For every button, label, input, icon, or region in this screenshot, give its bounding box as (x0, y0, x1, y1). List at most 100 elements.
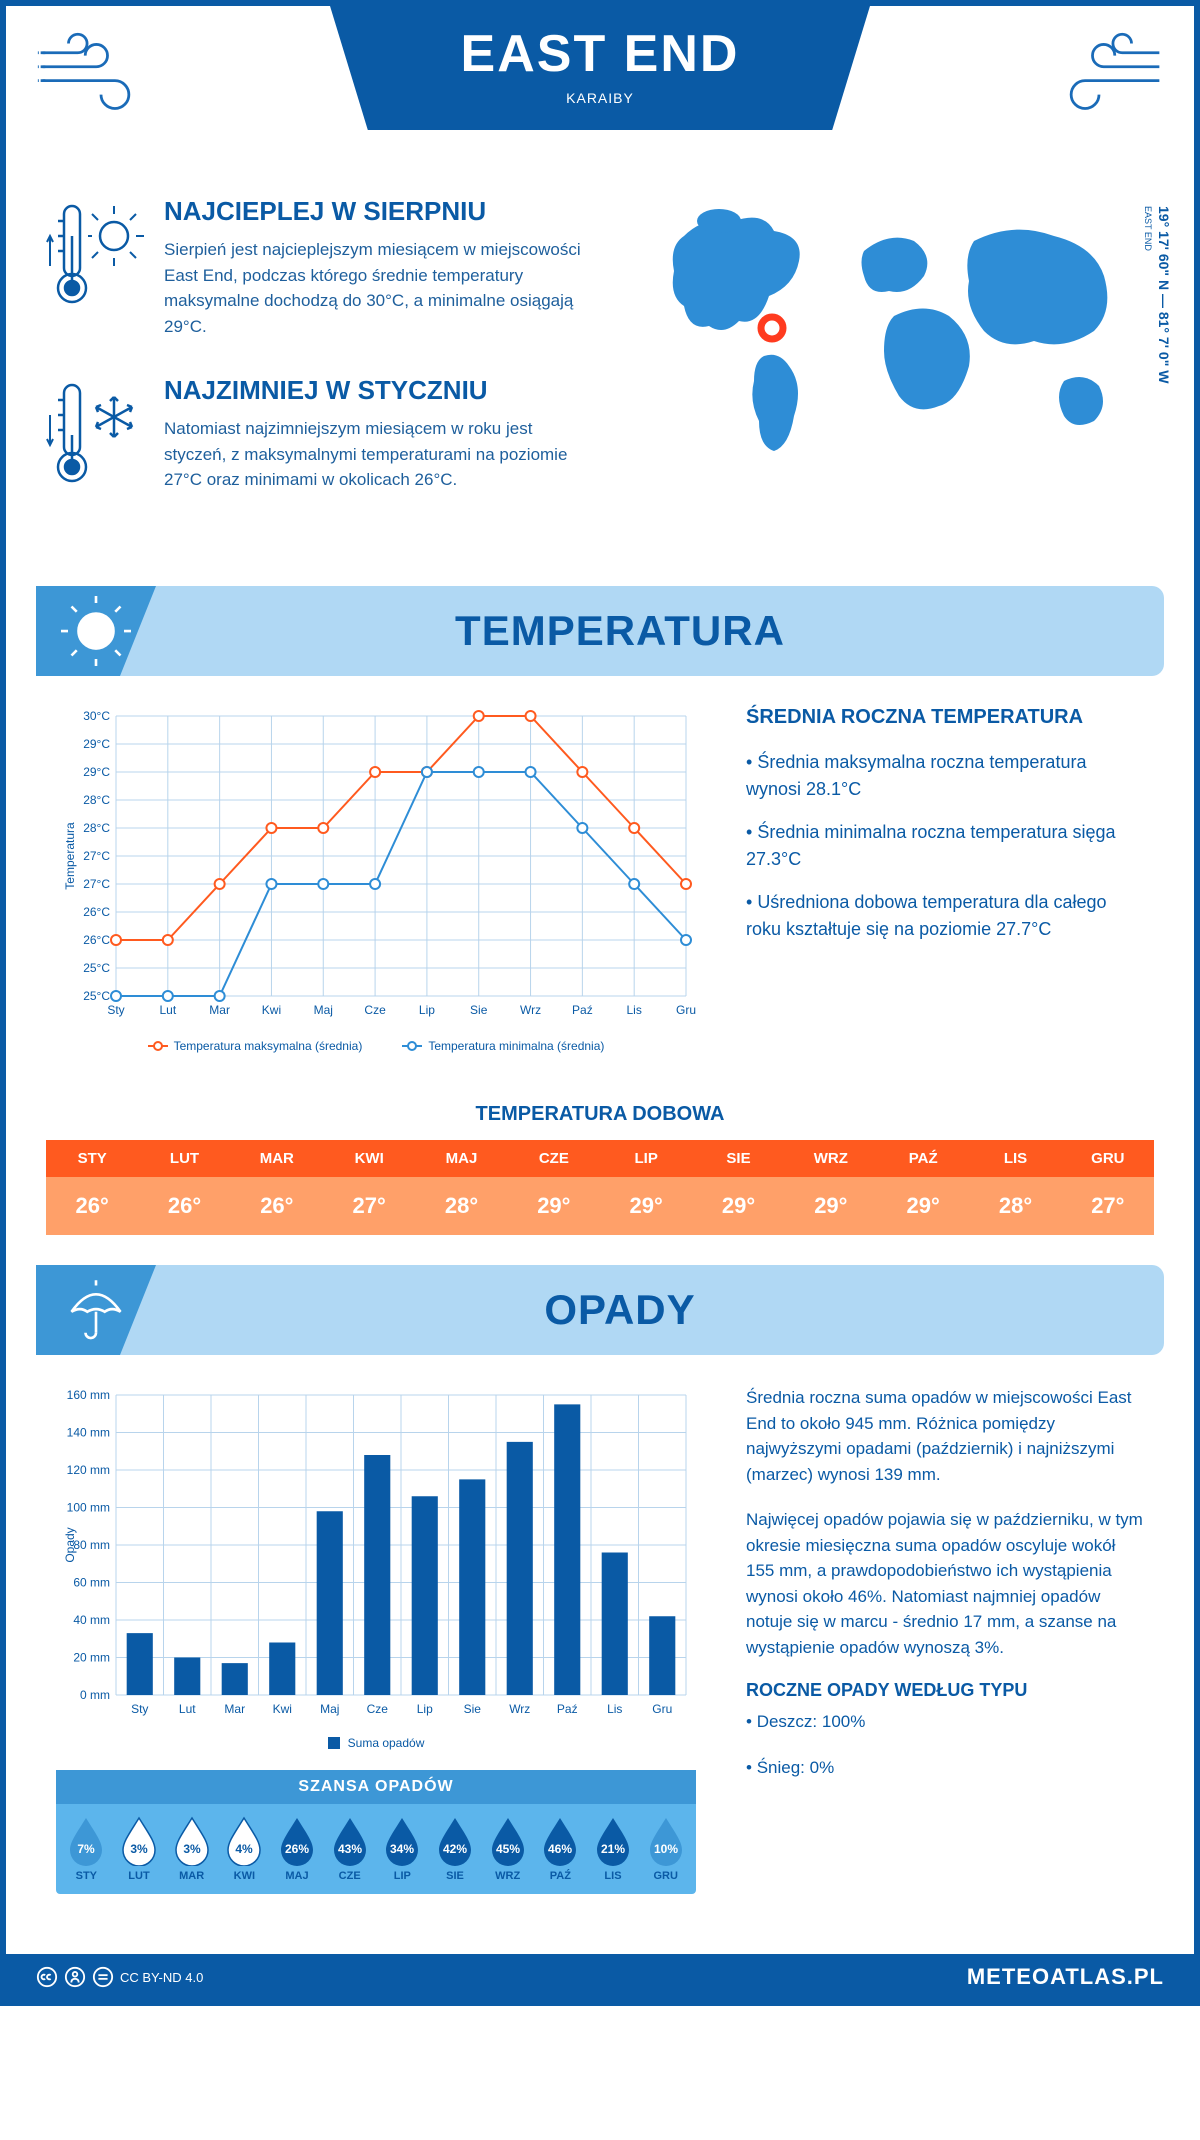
svg-text:10%: 10% (654, 1842, 678, 1856)
svg-text:Mar: Mar (209, 1003, 230, 1017)
svg-text:80 mm: 80 mm (73, 1538, 110, 1552)
rain-bar-chart: 0 mm20 mm40 mm60 mm80 mm100 mm120 mm140 … (56, 1385, 696, 1894)
umbrella-icon (36, 1265, 156, 1355)
license-text: CC BY-ND 4.0 (120, 1970, 203, 1985)
daily-month: KWI (323, 1140, 415, 1177)
chance-drop: 34% LIP (378, 1816, 427, 1882)
fact-coldest: NAJZIMNIEJ W STYCZNIU Natomiast najzimni… (46, 375, 604, 500)
svg-text:42%: 42% (443, 1842, 467, 1856)
chance-drop: 46% PAŹ (536, 1816, 585, 1882)
thermometer-snow-icon (46, 375, 146, 500)
svg-text:Lut: Lut (159, 1003, 176, 1017)
svg-text:Wrz: Wrz (520, 1003, 541, 1017)
daily-value: 26° (231, 1177, 323, 1235)
daily-value: 29° (508, 1177, 600, 1235)
svg-text:20 mm: 20 mm (73, 1651, 110, 1665)
svg-text:45%: 45% (496, 1842, 520, 1856)
chance-drop: 26% MAJ (273, 1816, 322, 1882)
daily-month: SIE (692, 1140, 784, 1177)
chance-drop: 42% SIE (431, 1816, 480, 1882)
svg-text:Lip: Lip (417, 1702, 433, 1716)
daily-value: 26° (138, 1177, 230, 1235)
svg-text:0 mm: 0 mm (80, 1688, 110, 1702)
legend-item: Temperatura minimalna (średnia) (402, 1039, 604, 1053)
rain-type-title: ROCZNE OPADY WEDŁUG TYPU (746, 1680, 1144, 1701)
daily-value: 26° (46, 1177, 138, 1235)
daily-month: LIS (969, 1140, 1061, 1177)
daily-month: STY (46, 1140, 138, 1177)
rain-text: Najwięcej opadów pojawia się w październ… (746, 1507, 1144, 1660)
svg-text:60 mm: 60 mm (73, 1576, 110, 1590)
section-banner-temperature: TEMPERATURA (36, 586, 1164, 676)
chance-drop: 3% LUT (115, 1816, 164, 1882)
svg-text:140 mm: 140 mm (67, 1426, 110, 1440)
title-banner: EAST END KARAIBY (330, 6, 870, 130)
svg-text:43%: 43% (338, 1842, 362, 1856)
rain-text: Średnia roczna suma opadów w miejscowośc… (746, 1385, 1144, 1487)
svg-text:28°C: 28°C (83, 821, 110, 835)
svg-text:7%: 7% (78, 1842, 96, 1856)
daily-month: GRU (1062, 1140, 1154, 1177)
svg-text:Sie: Sie (470, 1003, 488, 1017)
svg-text:27°C: 27°C (83, 877, 110, 891)
svg-text:27°C: 27°C (83, 849, 110, 863)
wind-icon (36, 26, 166, 131)
page-subtitle: KARAIBY (350, 90, 850, 106)
chance-drop: 7% STY (62, 1816, 111, 1882)
svg-text:Opady: Opady (63, 1527, 77, 1562)
rain-type-item: • Deszcz: 100% (746, 1709, 1144, 1735)
svg-text:Cze: Cze (364, 1003, 386, 1017)
daily-month: MAJ (415, 1140, 507, 1177)
svg-text:Sty: Sty (131, 1702, 148, 1716)
chance-drop: 21% LIS (589, 1816, 638, 1882)
fact-warmest-title: NAJCIEPLEJ W SIERPNIU (164, 196, 604, 227)
daily-value: 29° (877, 1177, 969, 1235)
legend-item: Suma opadów (56, 1736, 696, 1750)
section-title: TEMPERATURA (76, 607, 1164, 655)
svg-text:26%: 26% (285, 1842, 309, 1856)
chance-drop: 10% GRU (641, 1816, 690, 1882)
svg-text:Kwi: Kwi (262, 1003, 281, 1017)
svg-text:Mar: Mar (224, 1702, 245, 1716)
coordinates: 19° 17' 60" N — 81° 7' 0" W EAST END (1140, 206, 1172, 383)
daily-month: CZE (508, 1140, 600, 1177)
svg-text:Lis: Lis (627, 1003, 642, 1017)
svg-text:26°C: 26°C (83, 905, 110, 919)
svg-text:Paź: Paź (557, 1702, 578, 1716)
section-banner-rain: OPADY (36, 1265, 1164, 1355)
daily-month: WRZ (785, 1140, 877, 1177)
svg-text:Sty: Sty (107, 1003, 124, 1017)
fact-coldest-title: NAJZIMNIEJ W STYCZNIU (164, 375, 604, 406)
section-title: OPADY (76, 1286, 1164, 1334)
page-title: EAST END (350, 24, 850, 84)
daily-value: 29° (692, 1177, 784, 1235)
svg-text:Maj: Maj (314, 1003, 333, 1017)
svg-text:Temperatura: Temperatura (63, 822, 77, 890)
world-map: 19° 17' 60" N — 81° 7' 0" W EAST END (634, 196, 1154, 536)
svg-text:40 mm: 40 mm (73, 1613, 110, 1627)
svg-text:26°C: 26°C (83, 933, 110, 947)
rain-chance-panel: SZANSA OPADÓW 7% STY 3% LUT 3% MAR 4% (56, 1770, 696, 1894)
daily-value: 28° (969, 1177, 1061, 1235)
footer: CC BY-ND 4.0 METEOATLAS.PL (6, 1954, 1194, 2000)
svg-text:Lut: Lut (179, 1702, 196, 1716)
sun-icon (36, 586, 156, 676)
svg-text:160 mm: 160 mm (67, 1388, 110, 1402)
daily-value: 27° (1062, 1177, 1154, 1235)
stat-item: • Uśredniona dobowa temperatura dla całe… (746, 889, 1144, 943)
daily-value: 29° (785, 1177, 877, 1235)
daily-month: LUT (138, 1140, 230, 1177)
svg-text:120 mm: 120 mm (67, 1463, 110, 1477)
brand: METEOATLAS.PL (967, 1964, 1164, 1990)
svg-text:25°C: 25°C (83, 961, 110, 975)
daily-value: 29° (600, 1177, 692, 1235)
rain-type-item: • Śnieg: 0% (746, 1755, 1144, 1781)
svg-text:28°C: 28°C (83, 793, 110, 807)
svg-text:Cze: Cze (367, 1702, 389, 1716)
svg-text:Gru: Gru (652, 1702, 672, 1716)
temperature-line-chart: 25°C25°C26°C26°C27°C27°C28°C28°C29°C29°C… (56, 706, 696, 1053)
svg-text:34%: 34% (390, 1842, 414, 1856)
svg-text:30°C: 30°C (83, 709, 110, 723)
svg-text:Lip: Lip (419, 1003, 435, 1017)
chance-title: SZANSA OPADÓW (56, 1770, 696, 1804)
